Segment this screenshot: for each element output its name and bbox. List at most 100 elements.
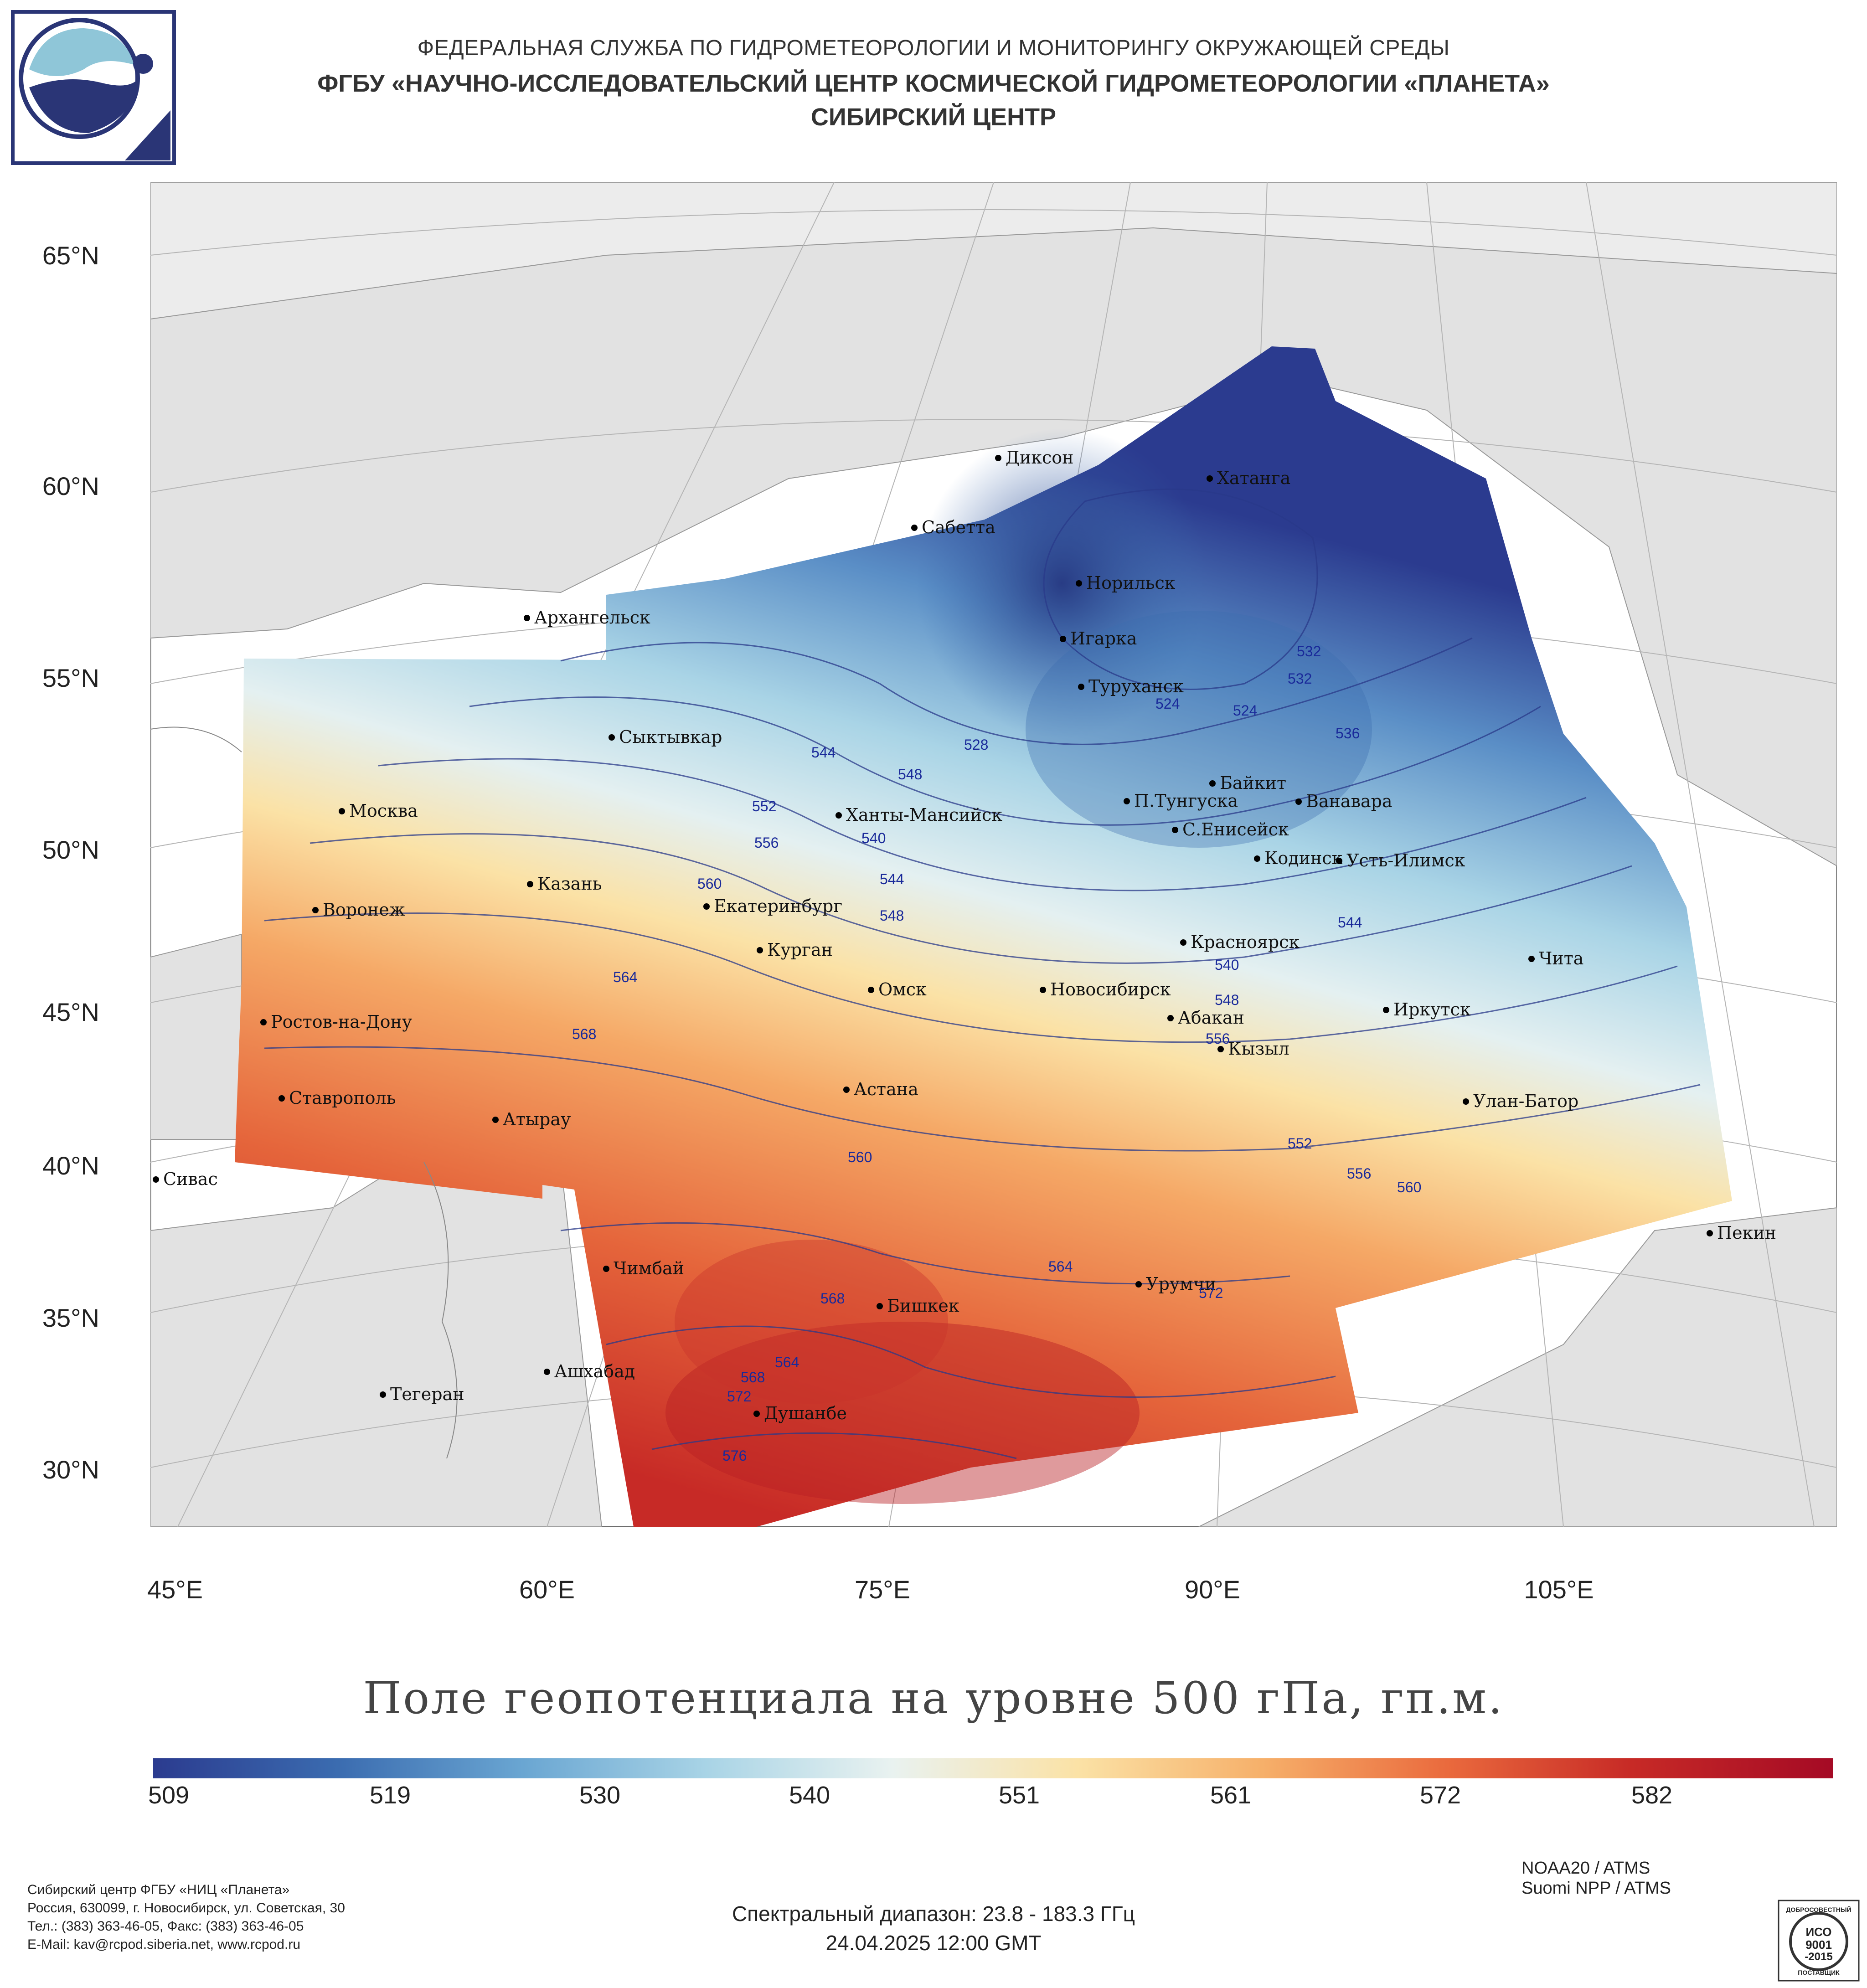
contour-value-label: 548 [1215, 992, 1239, 1008]
contour-value-label: 544 [880, 871, 904, 887]
city-label: Байкит [1220, 773, 1286, 793]
city-label: Архангельск [534, 608, 650, 628]
lat-label-35: 35°N [42, 1303, 99, 1332]
lon-label-90: 90°E [1184, 1575, 1241, 1604]
city-marker: Сивас [153, 1169, 218, 1189]
contour-value-label: 532 [1297, 643, 1321, 659]
satellite-noaa20: NOAA20 / ATMS [1521, 1859, 1650, 1878]
header-center: СИБИРСКИЙ ЦЕНТР [810, 103, 1057, 131]
lon-label-105: 105°E [1524, 1575, 1594, 1604]
contour-value-label: 568 [741, 1369, 765, 1385]
city-marker: Чимбай [603, 1258, 684, 1278]
city-marker: Кодинск [1254, 848, 1343, 868]
colorbar-tick: 572 [1419, 1782, 1461, 1809]
footer-email: E-Mail: kav@rcpod.siberia.net, www.rcpod… [27, 1937, 301, 1952]
contour-value-label: 552 [752, 798, 776, 814]
contour-value-label: 556 [1347, 1165, 1371, 1182]
city-label: Красноярск [1191, 932, 1300, 952]
city-marker: Игарка [1060, 628, 1137, 649]
contour-value-label: 536 [1336, 725, 1360, 742]
planeta-logo [11, 10, 176, 165]
contour-value-label: 564 [775, 1354, 799, 1370]
colorbar-tick: 561 [1210, 1782, 1252, 1809]
city-label: Сабетта [922, 517, 995, 537]
city-marker: Архангельск [524, 608, 650, 628]
city-marker: Кызыл [1217, 1039, 1289, 1059]
city-label: Игарка [1070, 628, 1137, 649]
colorbar-tick: 509 [148, 1782, 190, 1809]
colorbar-tick: 540 [789, 1782, 830, 1809]
contour-value-label: 548 [880, 907, 904, 924]
city-marker: Ванавара [1295, 791, 1393, 811]
city-label: Москва [349, 801, 418, 821]
lat-label-65: 65°N [42, 241, 99, 270]
city-marker: Душанбе [753, 1403, 847, 1423]
city-marker: Астана [843, 1079, 918, 1099]
contour-value-label: 556 [754, 834, 779, 851]
contour-value-label: 556 [1206, 1030, 1230, 1047]
lon-label-60: 60°E [519, 1575, 575, 1604]
city-label: Ханты-Мансийск [846, 805, 1002, 825]
contour-value-label: 560 [697, 876, 722, 892]
footer-org-name: Сибирский центр ФГБУ «НИЦ «Планета» [27, 1882, 290, 1897]
city-label: Норильск [1086, 573, 1176, 593]
city-marker: С.Енисейск [1172, 819, 1289, 839]
city-label: Туруханск [1088, 676, 1184, 696]
city-marker: Казань [527, 874, 602, 894]
header-agency: ФЕДЕРАЛЬНАЯ СЛУЖБА ПО ГИДРОМЕТЕОРОЛОГИИ … [417, 36, 1450, 60]
city-label: Омск [878, 979, 927, 999]
city-marker: Иркутск [1383, 999, 1471, 1020]
city-marker: Тегеран [380, 1384, 464, 1404]
city-label: Ванавара [1306, 791, 1393, 811]
lat-label-45: 45°N [42, 998, 99, 1026]
city-label: Хатанга [1217, 468, 1290, 488]
city-marker: Сыктывкар [609, 727, 722, 747]
cold-core [916, 428, 1208, 738]
contour-value-label: 564 [1048, 1258, 1073, 1275]
city-marker: Туруханск [1078, 676, 1184, 696]
city-marker: Воронеж [312, 900, 405, 920]
city-label: Душанбе [764, 1403, 847, 1423]
lon-label-75: 75°E [854, 1575, 911, 1604]
footer-phone: Тел.: (383) 363-46-05, Факс: (383) 363-4… [27, 1919, 304, 1934]
city-label: Кызыл [1228, 1039, 1289, 1059]
city-marker: Новосибирск [1040, 979, 1171, 999]
header-institute: ФГБУ «НАУЧНО-ИССЛЕДОВАТЕЛЬСКИЙ ЦЕНТР КОС… [317, 70, 1550, 97]
contour-labels: 528 532 524 524 532 536 544 548 552 556 540 544 548 5… [572, 643, 1421, 1464]
geopotential-map: Диксон Хатанга Сабетта Норильск Архангельск И… [150, 182, 1837, 1527]
map-title: Поле геопотенциала на уровне 500 гПа, гп… [363, 1673, 1504, 1724]
lat-label-50: 50°N [42, 835, 99, 864]
city-marker: Сабетта [911, 517, 995, 537]
contour-value-label: 540 [1215, 957, 1239, 973]
city-label: Казань [537, 874, 602, 894]
contour-value-label: 576 [722, 1447, 747, 1464]
city-label: Урумчи [1146, 1274, 1216, 1294]
city-label: Екатеринбург [714, 896, 842, 916]
coastlines [150, 726, 458, 1459]
city-label: Бишкек [887, 1296, 959, 1316]
city-marker: Чита [1528, 948, 1583, 968]
city-marker: Улан-Батор [1463, 1091, 1578, 1111]
city-marker: Ханты-Мансийск [836, 805, 1002, 825]
contour-value-label: 568 [572, 1026, 596, 1042]
city-label: П.Тунгуска [1134, 791, 1238, 811]
city-marker: Урумчи [1135, 1274, 1216, 1294]
city-marker: Москва [339, 801, 418, 821]
city-marker: Хатанга [1207, 468, 1290, 488]
city-label: Иркутск [1393, 999, 1471, 1020]
city-label: Кодинск [1264, 848, 1343, 868]
city-label: Улан-Батор [1473, 1091, 1578, 1111]
iso-certificate-badge: ДОБРОСОВЕСТНЫЙ ИСО 9001 -2015 ПОСТАВЩИК [1778, 1900, 1860, 1982]
city-label: Абакан [1178, 1008, 1244, 1028]
contour-lines [264, 488, 1701, 1459]
city-label: Ростов-на-Дону [271, 1012, 412, 1032]
colorbar-tick: 582 [1631, 1782, 1673, 1809]
contour-value-label: 564 [613, 969, 637, 985]
colorbar [153, 1758, 1833, 1778]
observation-datetime: 24.04.2025 12:00 GMT [825, 1931, 1042, 1955]
spectral-range: Спектральный диапазон: 23.8 - 183.3 ГГц [732, 1902, 1135, 1926]
city-marker: Бишкек [877, 1296, 959, 1316]
city-label: Чимбай [614, 1258, 684, 1278]
city-marker: Красноярск [1180, 932, 1300, 952]
lat-label-55: 55°N [42, 664, 99, 692]
